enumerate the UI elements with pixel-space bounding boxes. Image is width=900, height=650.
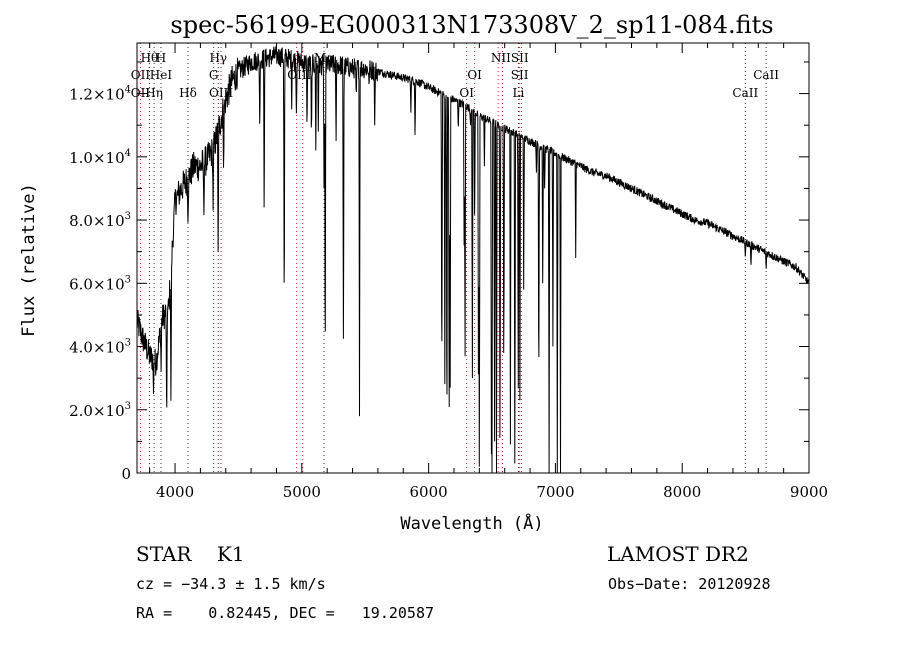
spectral-line-label: OIII: [287, 68, 311, 82]
y-tick-label: 1.0×104: [69, 148, 131, 167]
spectral-line-label: G: [209, 68, 219, 82]
y-tick-label: 2.0×103: [69, 401, 131, 420]
x-tick-label: 9000: [790, 483, 828, 501]
spectral-line-label: NIISII: [491, 51, 529, 65]
y-tick-label: 0: [121, 465, 131, 483]
spectral-line-label: OI: [459, 86, 474, 100]
marker-lines: [139, 43, 767, 473]
x-tick-label: 8000: [663, 483, 701, 501]
spectral-line-label: Hγ: [209, 51, 227, 65]
y-axis-label: Flux (relative): [19, 183, 39, 337]
x-tick-label: 5000: [283, 483, 321, 501]
ra-dec-text: RA = 0.82445, DEC = 19.20587: [136, 604, 435, 622]
x-axis-label: Wavelength (Å): [400, 512, 543, 534]
y-tick-label: 6.0×103: [69, 274, 131, 293]
spectral-line-label: Hη: [145, 86, 163, 100]
y-tick-label: 8.0×103: [69, 211, 131, 230]
spectral-line-label: CaII: [732, 86, 758, 100]
spectral-line-label: Li: [512, 86, 524, 100]
spectral-line-label: Hδ: [179, 86, 197, 100]
spectrum-line: [136, 45, 810, 474]
y-tick-label: 1.2×104: [69, 85, 131, 104]
spectral-line-label: Hθ: [141, 51, 159, 65]
plot-frame: [136, 42, 810, 474]
spectral-line-label: H: [156, 51, 166, 65]
observation-date: Obs−Date: 20120928: [608, 575, 771, 593]
spectral-line-label: OII: [131, 68, 151, 82]
x-tick-label: 6000: [410, 483, 448, 501]
spectral-line-label: OI: [467, 68, 482, 82]
object-class-label: STAR K1: [136, 542, 245, 566]
spectral-line-label: CaII: [753, 68, 779, 82]
chart-title: spec-56199-EG000313N173308V_2_sp11-084.f…: [170, 11, 773, 39]
x-tick-label: 4000: [156, 483, 194, 501]
y-axis: 0 2.0×103 4.0×103 6.0×103 8.0×103 1.0×104 1.2×…: [69, 61, 809, 483]
redshift-text: cz = −34.3 ± 1.5 km/s: [136, 575, 326, 593]
survey-label: LAMOST DR2: [607, 542, 749, 566]
y-tick-label: 4.0×103: [69, 338, 131, 357]
x-axis: 4000 5000 6000 7000 8000 9000: [149, 43, 828, 501]
spectral-line-label: HeI: [150, 68, 173, 82]
spectral-line-label: SII: [511, 68, 529, 82]
spectral-line-label: OII: [131, 86, 151, 100]
x-tick-label: 7000: [536, 483, 574, 501]
